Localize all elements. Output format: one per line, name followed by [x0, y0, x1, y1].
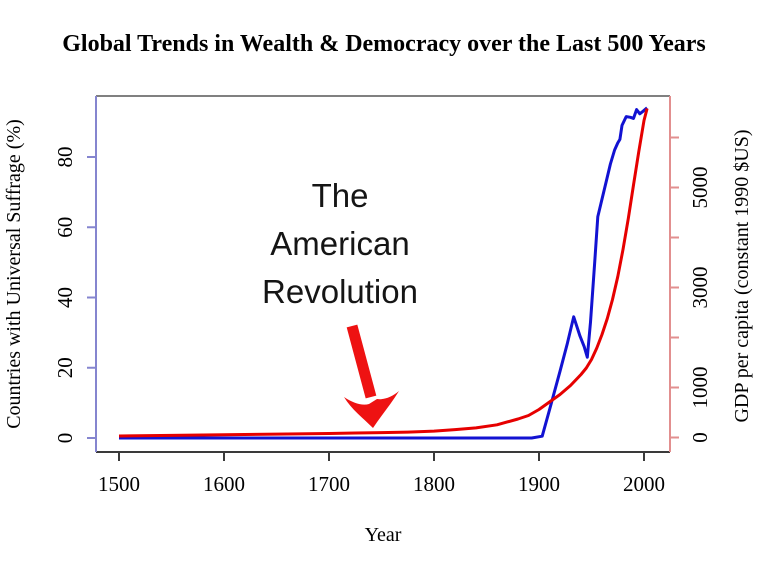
annotation-line-3: Revolution [262, 273, 418, 310]
right-tick-label: 1000 [688, 367, 712, 409]
right-axis-title: GDP per capita (constant 1990 $US) [731, 129, 753, 422]
left-tick-label: 0 [53, 433, 77, 444]
x-tick-label: 1800 [413, 472, 455, 496]
right-tick-label: 0 [688, 432, 712, 443]
left-tick-label: 20 [53, 357, 77, 378]
plot-box [95, 95, 671, 453]
annotation-arrow [344, 324, 399, 428]
annotation-line-1: The [311, 177, 369, 214]
axis-ticks: 1500 1600 1700 1800 1900 2000 0 20 40 60 80 0 1000 30… [53, 136, 712, 496]
left-tick-label: 40 [53, 287, 77, 308]
x-axis-title: Year [365, 524, 402, 546]
left-axis-title: Countries with Universal Suffrage (%) [3, 119, 25, 429]
x-tick-label: 2000 [623, 472, 665, 496]
arrow-shaft-icon [346, 324, 377, 399]
annotation-text: The American Revolution [262, 172, 418, 316]
arrow-head-icon [344, 391, 399, 428]
chart-title: Global Trends in Wealth & Democracy over… [62, 31, 706, 57]
gdp-line [118, 108, 649, 438]
x-tick-label: 1600 [203, 472, 245, 496]
left-tick-label: 60 [53, 217, 77, 238]
left-tick-label: 80 [53, 147, 77, 168]
x-tick-label: 1500 [98, 472, 140, 496]
x-tick-label: 1700 [308, 472, 350, 496]
right-tick-label: 5000 [688, 167, 712, 209]
annotation-line-2: American [270, 225, 410, 262]
x-tick-label: 1900 [518, 472, 560, 496]
suffrage-line [119, 106, 649, 440]
right-tick-label: 3000 [688, 267, 712, 309]
data-series [118, 106, 649, 440]
